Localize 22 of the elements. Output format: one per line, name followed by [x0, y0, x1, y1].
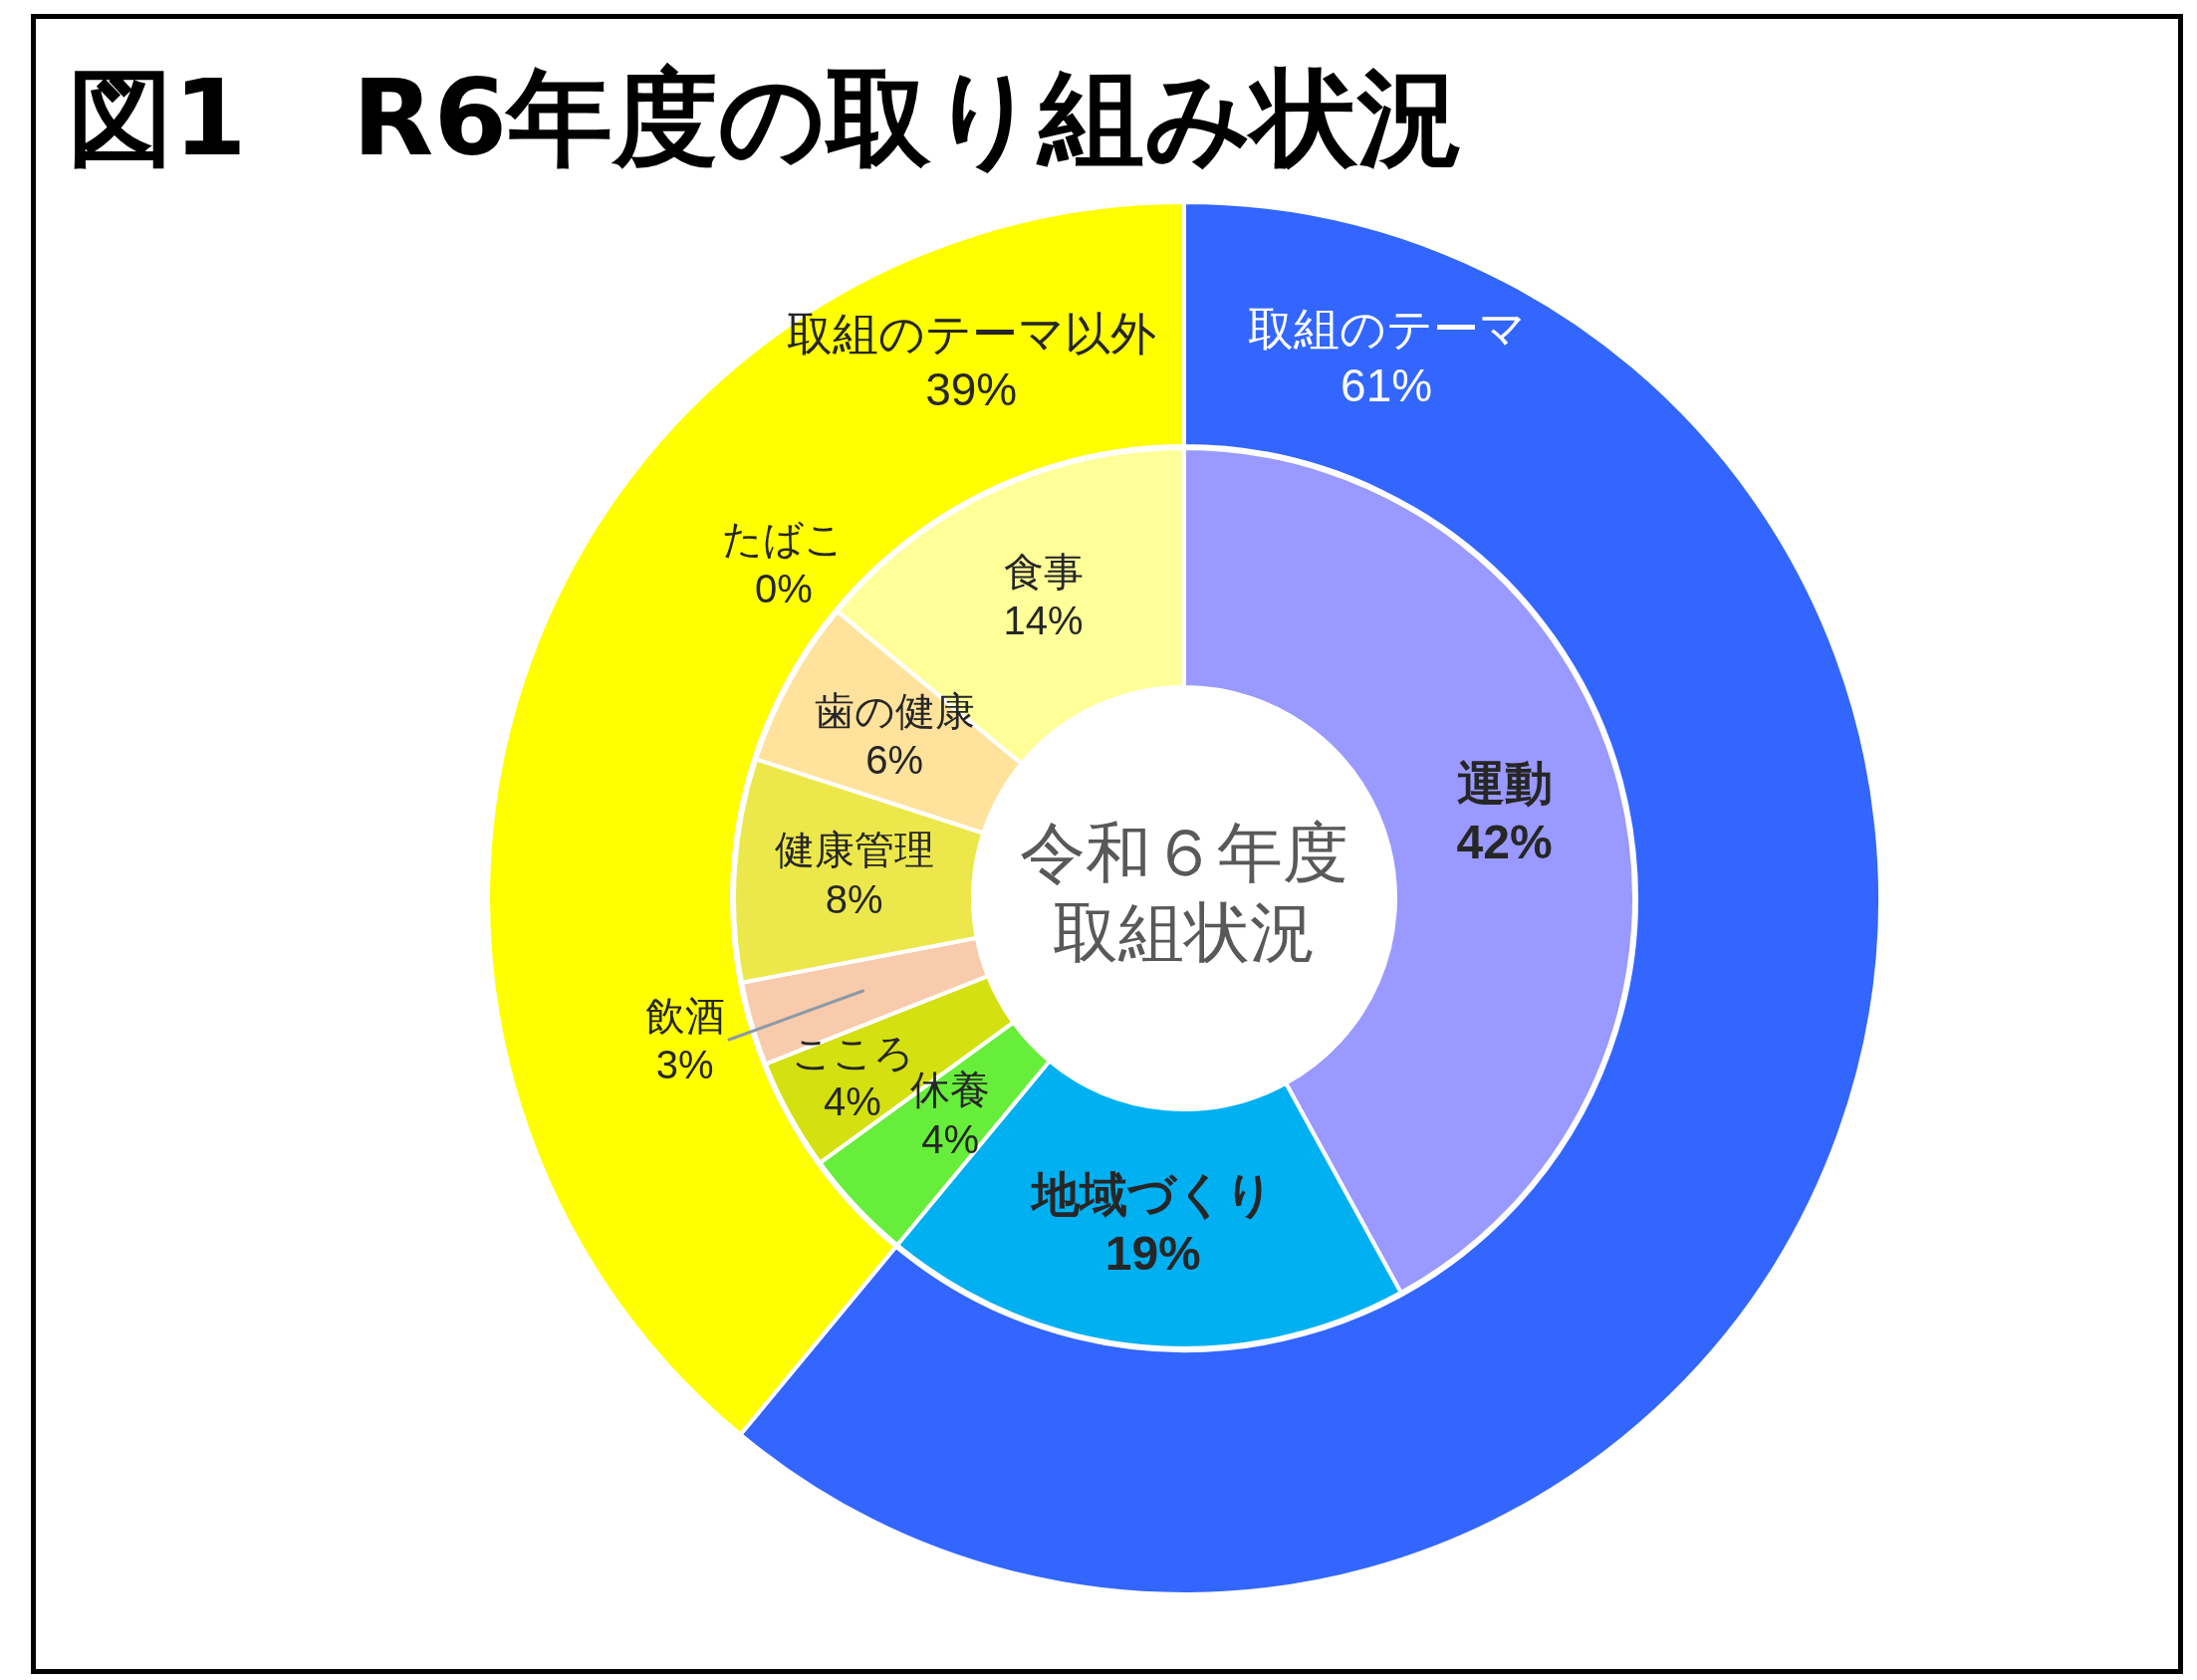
data-label: 19%	[1104, 1227, 1201, 1281]
category-label: たばこ	[722, 516, 846, 563]
slice-label: 運動	[1456, 754, 1553, 811]
data-label: 61%	[1341, 360, 1433, 412]
data-label: 14%	[1003, 599, 1084, 643]
slice-label: 健康管理	[774, 827, 934, 873]
data-label: 4%	[921, 1116, 980, 1161]
text: 0%	[754, 566, 813, 610]
text: 令和６年度取組状況	[1020, 815, 1348, 972]
slice-label: 飲酒	[644, 992, 725, 1039]
slice-label: 取組のテーマ	[1247, 302, 1526, 357]
data-label: 3%	[655, 1043, 714, 1087]
chart-title: 図1 R6年度の取り組み状況	[68, 57, 1464, 179]
data-label: 42%	[1456, 815, 1553, 868]
slice-label: 取組のテーマ以外	[786, 306, 1156, 360]
slice-label: 歯の健康	[814, 688, 975, 735]
slice-label: 地域づくり	[1030, 1165, 1275, 1222]
data-label: 4%	[824, 1080, 881, 1124]
data-label: 8%	[825, 876, 883, 921]
data-label: 6%	[865, 738, 923, 783]
slice-label: 食事	[1003, 548, 1084, 595]
data-label: 39%	[925, 363, 1018, 416]
